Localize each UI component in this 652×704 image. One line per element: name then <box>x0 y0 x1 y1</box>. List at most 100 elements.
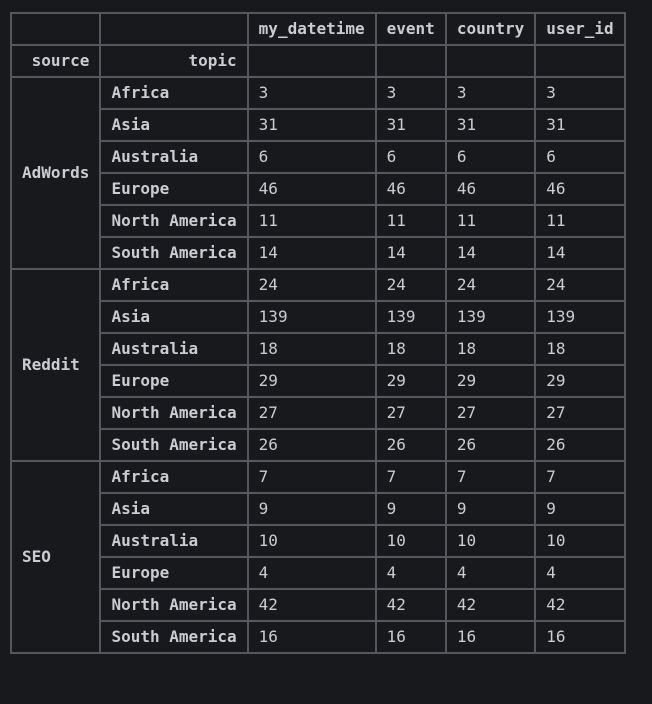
value-cell: 26 <box>374 428 447 462</box>
column-header-my-datetime: my_datetime <box>246 12 377 46</box>
value-cell: 7 <box>374 460 447 494</box>
value-cell: 6 <box>374 140 447 174</box>
blank-header-cell <box>444 44 537 78</box>
value-cell: 31 <box>374 108 447 142</box>
value-cell: 4 <box>374 556 447 590</box>
index-topic-cell: Australia <box>99 524 249 558</box>
value-cell: 29 <box>534 364 626 398</box>
value-cell: 10 <box>246 524 377 558</box>
value-cell: 27 <box>374 396 447 430</box>
value-cell: 9 <box>246 492 377 526</box>
index-topic-cell: Europe <box>99 364 249 398</box>
table-row: Australia 18 18 18 18 <box>11 332 626 366</box>
table-row: North America 11 11 11 11 <box>11 204 626 238</box>
value-cell: 16 <box>374 620 447 654</box>
index-name-row: source topic <box>9 44 626 78</box>
value-cell: 11 <box>534 204 626 238</box>
value-cell: 24 <box>534 268 626 302</box>
table-body: AdWords Africa 3 3 3 3 Asia 31 31 31 31 Australia 6 6… <box>9 76 626 654</box>
table-row: AdWords Africa 3 3 3 3 <box>9 76 626 270</box>
value-cell: 14 <box>374 236 447 270</box>
value-cell: 139 <box>246 300 377 334</box>
table-row: South America 14 14 14 14 <box>11 236 626 270</box>
value-cell: 16 <box>534 620 626 654</box>
value-cell: 14 <box>444 236 537 270</box>
value-cell: 9 <box>444 492 537 526</box>
value-cell: 42 <box>534 588 626 622</box>
index-topic-cell: Asia <box>99 300 249 334</box>
value-cell: 139 <box>374 300 447 334</box>
value-cell: 26 <box>534 428 626 462</box>
index-topic-cell: South America <box>99 620 249 654</box>
table-row: North America 42 42 42 42 <box>11 588 626 622</box>
index-name-topic: topic <box>99 44 249 78</box>
index-topic-cell: Africa <box>99 268 249 302</box>
value-cell: 42 <box>246 588 377 622</box>
value-cell: 3 <box>534 76 626 110</box>
index-topic-cell: Asia <box>99 108 249 142</box>
value-cell: 9 <box>534 492 626 526</box>
value-cell: 7 <box>246 460 377 494</box>
index-topic-cell: Asia <box>99 492 249 526</box>
value-cell: 42 <box>374 588 447 622</box>
index-topic-cell: Europe <box>99 556 249 590</box>
value-cell: 10 <box>444 524 537 558</box>
value-cell: 18 <box>246 332 377 366</box>
value-cell: 4 <box>246 556 377 590</box>
index-topic-cell: North America <box>99 396 249 430</box>
table-row: Australia 10 10 10 10 <box>11 524 626 558</box>
value-cell: 46 <box>374 172 447 206</box>
value-cell: 29 <box>444 364 537 398</box>
index-source-cell: AdWords <box>9 76 102 270</box>
value-cell: 9 <box>374 492 447 526</box>
table-row: Europe 29 29 29 29 <box>11 364 626 398</box>
column-header-row: my_datetime event country user_id <box>9 12 626 46</box>
index-topic-cell: North America <box>99 204 249 238</box>
index-topic-cell: Australia <box>99 140 249 174</box>
value-cell: 18 <box>444 332 537 366</box>
index-topic-cell: Australia <box>99 332 249 366</box>
index-topic-cell: South America <box>99 428 249 462</box>
value-cell: 11 <box>374 204 447 238</box>
value-cell: 10 <box>534 524 626 558</box>
value-cell: 4 <box>534 556 626 590</box>
dataframe-table: my_datetime event country user_id source… <box>9 12 626 654</box>
value-cell: 31 <box>246 108 377 142</box>
value-cell: 11 <box>246 204 377 238</box>
table-row: Reddit Africa 24 24 24 24 <box>9 268 626 462</box>
value-cell: 26 <box>444 428 537 462</box>
column-header-event: event <box>374 12 447 46</box>
value-cell: 6 <box>534 140 626 174</box>
value-cell: 18 <box>534 332 626 366</box>
blank-header-cell <box>534 44 626 78</box>
value-cell: 42 <box>444 588 537 622</box>
table-row: North America 27 27 27 27 <box>11 396 626 430</box>
value-cell: 46 <box>444 172 537 206</box>
value-cell: 10 <box>374 524 447 558</box>
value-cell: 7 <box>444 460 537 494</box>
value-cell: 18 <box>374 332 447 366</box>
value-cell: 24 <box>246 268 377 302</box>
index-source-cell: Reddit <box>9 268 102 462</box>
blank-header-cell <box>99 12 249 46</box>
value-cell: 16 <box>246 620 377 654</box>
value-cell: 46 <box>246 172 377 206</box>
table-row: South America 26 26 26 26 <box>11 428 626 462</box>
value-cell: 4 <box>444 556 537 590</box>
table-row: Asia 31 31 31 31 <box>11 108 626 142</box>
value-cell: 3 <box>246 76 377 110</box>
value-cell: 14 <box>246 236 377 270</box>
table-row: Europe 46 46 46 46 <box>11 172 626 206</box>
blank-header-cell <box>374 44 447 78</box>
value-cell: 11 <box>444 204 537 238</box>
column-header-user-id: user_id <box>534 12 626 46</box>
blank-header-cell <box>246 44 377 78</box>
blank-header-cell <box>9 12 102 46</box>
index-topic-cell: Africa <box>99 76 249 110</box>
value-cell: 29 <box>246 364 377 398</box>
value-cell: 26 <box>246 428 377 462</box>
value-cell: 27 <box>444 396 537 430</box>
table-row: South America 16 16 16 16 <box>11 620 626 654</box>
table-row: Asia 9 9 9 9 <box>11 492 626 526</box>
value-cell: 139 <box>444 300 537 334</box>
